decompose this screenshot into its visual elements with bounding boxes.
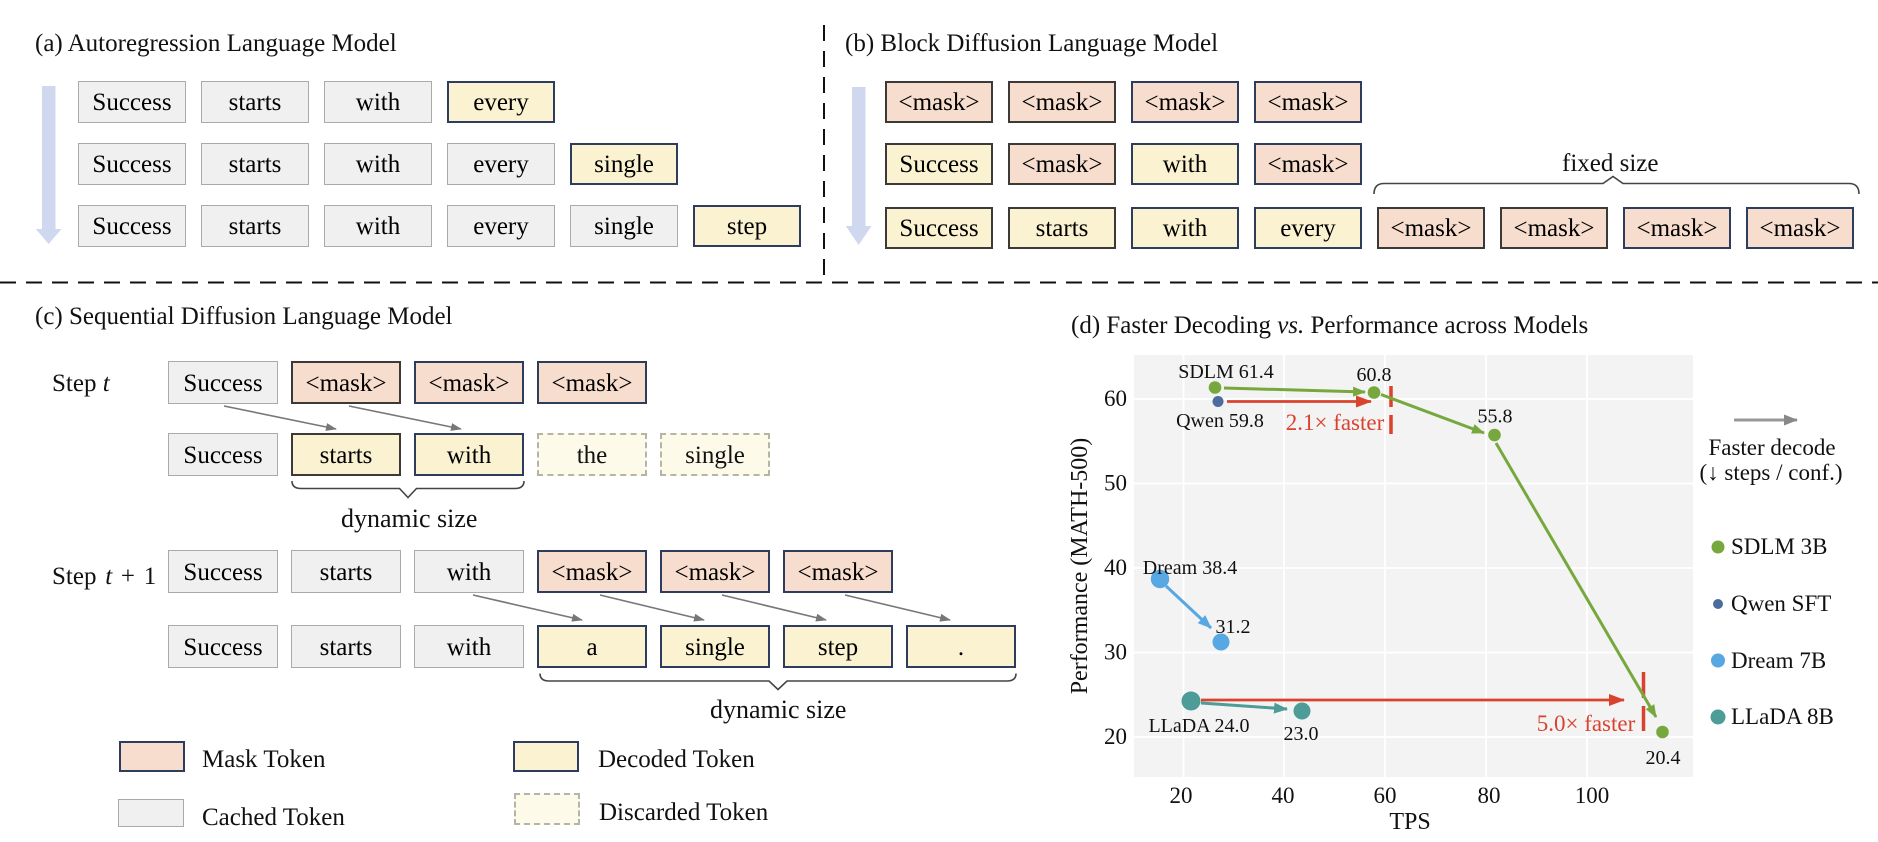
- svg-text:SDLM 61.4: SDLM 61.4: [1178, 361, 1274, 383]
- svg-text:Performance (MATH-500): Performance (MATH-500): [1067, 438, 1093, 695]
- svg-text:(↓ steps / conf.): (↓ steps / conf.): [1699, 460, 1842, 485]
- svg-text:55.8: 55.8: [1478, 406, 1513, 428]
- svg-text:50: 50: [1104, 471, 1127, 496]
- svg-text:40: 40: [1104, 555, 1127, 580]
- svg-text:20.4: 20.4: [1646, 747, 1681, 769]
- svg-text:Dream 7B: Dream 7B: [1731, 648, 1826, 673]
- svg-text:100: 100: [1575, 783, 1610, 808]
- svg-text:5.0× faster: 5.0× faster: [1537, 711, 1636, 736]
- svg-text:SDLM 3B: SDLM 3B: [1731, 534, 1828, 559]
- svg-text:31.2: 31.2: [1216, 616, 1251, 638]
- svg-text:60: 60: [1374, 783, 1397, 808]
- svg-text:40: 40: [1272, 783, 1295, 808]
- svg-text:23.0: 23.0: [1284, 723, 1319, 745]
- svg-text:60.8: 60.8: [1357, 364, 1392, 386]
- svg-text:80: 80: [1478, 783, 1501, 808]
- svg-text:60: 60: [1104, 386, 1127, 411]
- svg-text:Dream 38.4: Dream 38.4: [1143, 557, 1237, 579]
- svg-text:Qwen SFT: Qwen SFT: [1731, 591, 1831, 616]
- svg-text:20: 20: [1104, 724, 1127, 749]
- svg-text:LLaDA 8B: LLaDA 8B: [1731, 704, 1834, 729]
- svg-text:2.1× faster: 2.1× faster: [1286, 410, 1385, 435]
- svg-text:TPS: TPS: [1389, 809, 1430, 835]
- svg-text:Faster decode: Faster decode: [1708, 435, 1835, 460]
- svg-text:Qwen 59.8: Qwen 59.8: [1176, 410, 1264, 432]
- svg-text:20: 20: [1170, 783, 1193, 808]
- svg-text:30: 30: [1104, 640, 1127, 665]
- svg-text:LLaDA 24.0: LLaDA 24.0: [1148, 715, 1249, 737]
